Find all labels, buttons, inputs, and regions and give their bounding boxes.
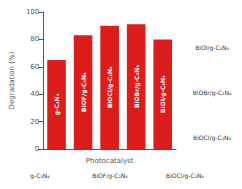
svg-text:100: 100	[26, 8, 39, 16]
svg-text:80: 80	[30, 35, 39, 43]
svg-text:0: 0	[35, 145, 39, 153]
svg-text:Degradation (%): Degradation (%)	[8, 51, 16, 109]
svg-text:BiOI/g-C₃N₄: BiOI/g-C₃N₄	[159, 75, 167, 113]
svg-text:BiOF/g-C₃N₄: BiOF/g-C₃N₄	[92, 172, 128, 180]
svg-text:40: 40	[30, 90, 39, 98]
svg-text:BiOBr/g-C₃N₄: BiOBr/g-C₃N₄	[193, 89, 232, 97]
svg-text:BiOI/g-C₃N₄: BiOI/g-C₃N₄	[195, 44, 229, 52]
svg-text:BiOCl/g-C₃N₄: BiOCl/g-C₃N₄	[106, 66, 114, 108]
svg-text:BiOCl/g-C₃N₄: BiOCl/g-C₃N₄	[193, 134, 231, 142]
svg-text:g-C₃N₄: g-C₃N₄	[30, 172, 50, 180]
svg-text:60: 60	[30, 63, 39, 71]
svg-text:BiOF/g-C₃N₄: BiOF/g-C₃N₄	[80, 72, 88, 112]
svg-text:BiOBr/g-C₃N₄: BiOBr/g-C₃N₄	[133, 65, 141, 108]
svg-text:g-C₃N₄: g-C₃N₄	[53, 93, 61, 115]
svg-text:BiOCl/g-C₃N₄: BiOCl/g-C₃N₄	[166, 172, 204, 180]
svg-text:Photocatalyst: Photocatalyst	[86, 157, 134, 165]
svg-text:20: 20	[30, 118, 39, 126]
